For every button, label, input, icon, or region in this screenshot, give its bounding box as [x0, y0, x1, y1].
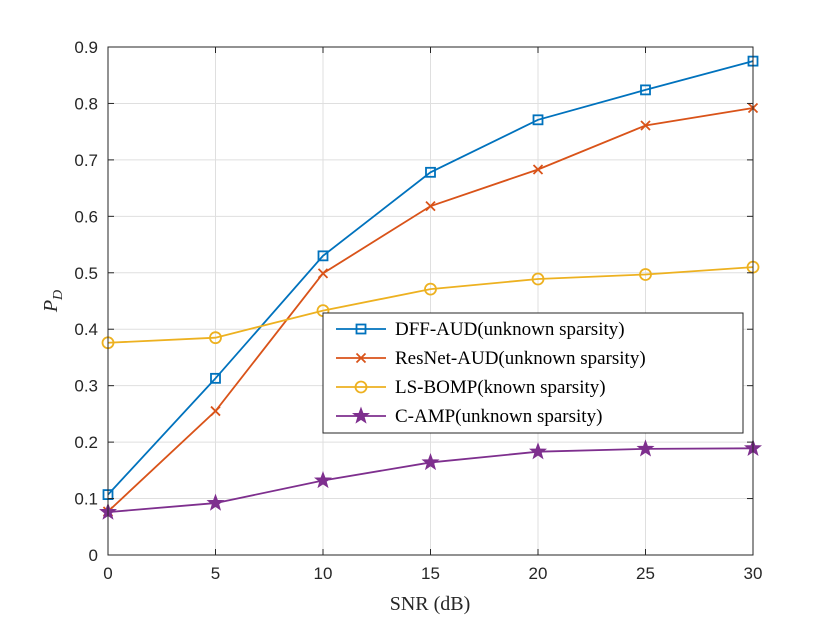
data-point-resnet-aud	[210, 405, 221, 417]
legend-marker	[355, 323, 367, 335]
data-point-c-amp	[528, 442, 548, 460]
series-line-dff-aud	[107, 60, 754, 496]
y-tick-label: 0	[89, 546, 98, 565]
y-tick-label: 0.4	[74, 320, 98, 339]
legend-label: ResNet-AUD(unknown sparsity)	[395, 348, 646, 369]
data-point-resnet-aud	[532, 164, 544, 175]
data-point-ls-bomp	[639, 268, 652, 281]
ticks	[107, 46, 754, 556]
x-tick-label: 0	[103, 564, 112, 583]
data-point-dff-aud	[317, 250, 329, 262]
y-axis-label-subscript: D	[51, 290, 66, 301]
x-tick-label: 20	[529, 564, 548, 583]
series-group	[98, 55, 763, 520]
data-point-ls-bomp	[531, 272, 545, 286]
legend-marker	[354, 380, 368, 394]
data-point-dff-aud	[425, 166, 436, 178]
x-tick-label: 15	[421, 564, 440, 583]
data-point-c-amp	[206, 493, 225, 511]
legend-marker	[351, 406, 371, 424]
x-tick-label: 30	[744, 564, 763, 583]
data-point-ls-bomp	[424, 282, 437, 296]
y-tick-label: 0.6	[74, 207, 98, 226]
y-tick-label: 0.7	[74, 151, 98, 170]
y-tick-label: 0.5	[74, 264, 98, 283]
legend: DFF-AUD(unknown sparsity) ResNet-AUD(unkn…	[322, 312, 744, 434]
legend-entry-c-amp: C-AMP(unknown sparsity)	[336, 406, 602, 427]
x-tick-label: 25	[636, 564, 655, 583]
x-axis-label: SNR (dB)	[390, 593, 471, 615]
data-point-resnet-aud	[640, 120, 651, 131]
legend-label: C-AMP(unknown sparsity)	[395, 406, 602, 427]
y-tick-label: 0.2	[74, 433, 98, 452]
data-point-dff-aud	[210, 372, 221, 384]
legend-label: DFF-AUD(unknown sparsity)	[395, 319, 625, 340]
data-point-dff-aud	[532, 114, 544, 126]
tick-labels: 0 5 10 15 20 25 30 0 0.1 0.2 0.3 0.4 0.5 0.6 0.7 0.8 0.9	[74, 38, 762, 583]
y-axis-label-main: P	[40, 300, 62, 313]
x-tick-label: 10	[314, 564, 333, 583]
data-point-ls-bomp	[209, 331, 222, 345]
y-tick-label: 0.3	[74, 377, 98, 396]
legend-entry-dff-aud: DFF-AUD(unknown sparsity)	[336, 319, 625, 340]
y-tick-label: 0.9	[74, 38, 98, 57]
y-tick-label: 0.1	[74, 490, 98, 509]
legend-box	[322, 312, 744, 434]
legend-entry-resnet-aud: ResNet-AUD(unknown sparsity)	[336, 348, 646, 369]
series-line-ls-bomp	[107, 266, 754, 344]
data-point-c-amp	[636, 439, 655, 457]
data-point-c-amp	[313, 471, 333, 489]
data-point-resnet-aud	[425, 201, 436, 212]
data-point-resnet-aud	[317, 268, 329, 279]
legend-label: LS-BOMP(known sparsity)	[395, 377, 606, 398]
legend-marker	[355, 352, 367, 364]
legend-entry-ls-bomp: LS-BOMP(known sparsity)	[336, 377, 606, 398]
x-tick-label: 5	[211, 564, 220, 583]
data-point-c-amp	[421, 452, 440, 471]
data-point-dff-aud	[640, 84, 651, 96]
y-axis-label: PD	[40, 290, 66, 313]
y-tick-label: 0.8	[74, 94, 98, 113]
